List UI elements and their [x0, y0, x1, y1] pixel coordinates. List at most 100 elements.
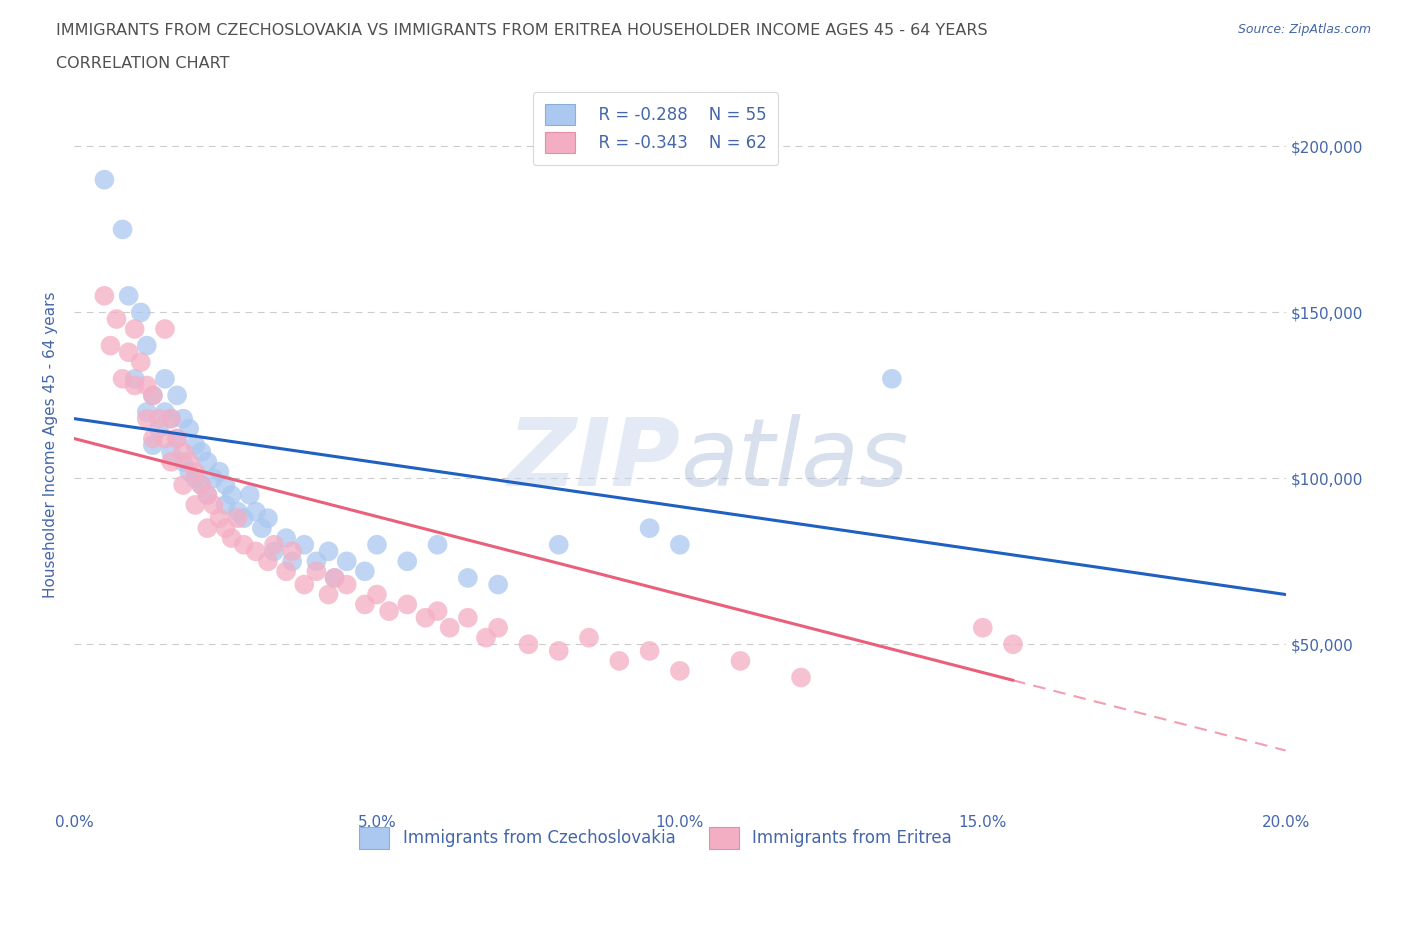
Point	[124, 378, 146, 392]
Point	[378, 604, 401, 618]
Point	[142, 432, 165, 446]
Point	[245, 544, 267, 559]
Point	[669, 663, 692, 678]
Point	[179, 421, 201, 436]
Point	[457, 570, 479, 585]
Point	[172, 455, 194, 470]
Point	[153, 405, 176, 419]
Point	[208, 511, 231, 525]
Point	[1002, 637, 1025, 652]
Point	[153, 371, 176, 386]
Point	[148, 411, 170, 426]
Point	[972, 620, 994, 635]
Point	[190, 478, 212, 493]
Point	[184, 498, 207, 512]
Point	[117, 345, 139, 360]
Point	[153, 322, 176, 337]
Point	[281, 544, 304, 559]
Point	[323, 570, 346, 585]
Point	[880, 371, 903, 386]
Point	[457, 610, 479, 625]
Point	[190, 445, 212, 459]
Point	[257, 554, 280, 569]
Point	[160, 411, 183, 426]
Point	[366, 587, 388, 602]
Point	[547, 644, 569, 658]
Point	[214, 498, 236, 512]
Point	[135, 411, 157, 426]
Point	[129, 305, 152, 320]
Point	[142, 388, 165, 403]
Point	[142, 438, 165, 453]
Point	[226, 504, 249, 519]
Point	[208, 464, 231, 479]
Point	[274, 531, 297, 546]
Point	[336, 578, 359, 592]
Point	[184, 464, 207, 479]
Point	[323, 570, 346, 585]
Point	[190, 478, 212, 493]
Point	[318, 544, 340, 559]
Point	[426, 604, 449, 618]
Point	[730, 654, 752, 669]
Point	[135, 339, 157, 353]
Point	[638, 521, 661, 536]
Point	[274, 564, 297, 578]
Point	[221, 531, 243, 546]
Point	[281, 554, 304, 569]
Text: ZIP: ZIP	[508, 414, 681, 506]
Point	[117, 288, 139, 303]
Point	[179, 455, 201, 470]
Point	[160, 455, 183, 470]
Point	[517, 637, 540, 652]
Point	[184, 471, 207, 485]
Point	[195, 487, 218, 502]
Point	[172, 411, 194, 426]
Point	[135, 405, 157, 419]
Y-axis label: Householder Income Ages 45 - 64 years: Householder Income Ages 45 - 64 years	[44, 292, 58, 598]
Point	[292, 578, 315, 592]
Point	[195, 455, 218, 470]
Point	[214, 521, 236, 536]
Point	[232, 511, 254, 525]
Point	[100, 339, 122, 353]
Point	[148, 421, 170, 436]
Point	[195, 487, 218, 502]
Point	[486, 578, 509, 592]
Point	[638, 644, 661, 658]
Point	[93, 172, 115, 187]
Point	[250, 521, 273, 536]
Text: Source: ZipAtlas.com: Source: ZipAtlas.com	[1237, 23, 1371, 36]
Point	[142, 388, 165, 403]
Point	[245, 504, 267, 519]
Point	[93, 288, 115, 303]
Point	[354, 564, 377, 578]
Point	[105, 312, 128, 326]
Point	[160, 445, 183, 459]
Point	[172, 445, 194, 459]
Point	[214, 478, 236, 493]
Point	[396, 597, 419, 612]
Point	[202, 471, 225, 485]
Point	[179, 464, 201, 479]
Point	[366, 538, 388, 552]
Point	[257, 511, 280, 525]
Point	[111, 371, 134, 386]
Legend: Immigrants from Czechoslovakia, Immigrants from Eritrea: Immigrants from Czechoslovakia, Immigran…	[347, 816, 963, 860]
Point	[263, 538, 285, 552]
Point	[578, 631, 600, 645]
Point	[486, 620, 509, 635]
Point	[669, 538, 692, 552]
Point	[160, 411, 183, 426]
Text: IMMIGRANTS FROM CZECHOSLOVAKIA VS IMMIGRANTS FROM ERITREA HOUSEHOLDER INCOME AGE: IMMIGRANTS FROM CZECHOSLOVAKIA VS IMMIGR…	[56, 23, 988, 38]
Point	[292, 538, 315, 552]
Point	[166, 432, 188, 446]
Point	[202, 498, 225, 512]
Point	[124, 322, 146, 337]
Point	[111, 222, 134, 237]
Point	[172, 478, 194, 493]
Point	[475, 631, 498, 645]
Point	[166, 432, 188, 446]
Text: atlas: atlas	[681, 414, 908, 505]
Point	[318, 587, 340, 602]
